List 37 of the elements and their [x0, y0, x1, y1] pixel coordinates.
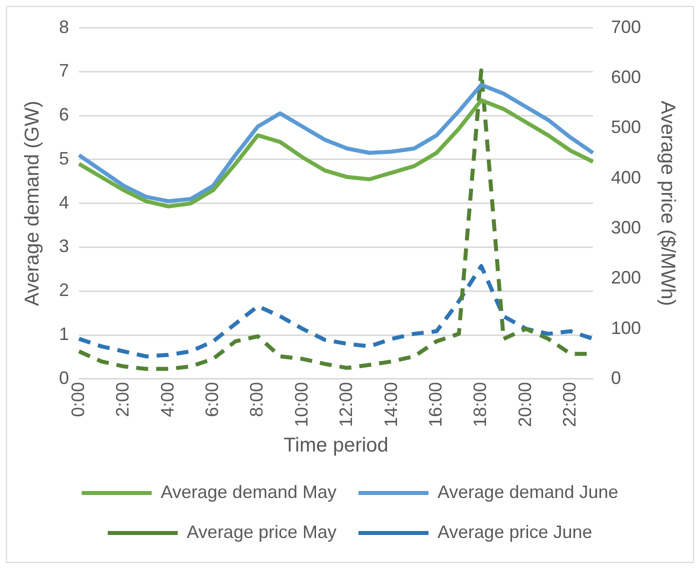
line-series	[77, 264, 595, 358]
x-tick-label: 16:00	[426, 382, 446, 428]
y2-tick-label: 700	[610, 16, 642, 37]
legend-label: Average price June	[437, 522, 592, 542]
x-tick-label: 12:00	[336, 382, 356, 428]
x-tick-label: 14:00	[380, 382, 401, 428]
x-tick-label: 10:00	[291, 382, 312, 428]
legend-label: Average demand May	[160, 482, 336, 502]
y-axis-title: Average demand (GW)	[22, 100, 44, 306]
y2-tick-label: 500	[610, 117, 642, 138]
y2-tick-label: 600	[610, 66, 642, 87]
y-tick-label: 5	[58, 148, 70, 168]
x-tick-label: 4:00	[157, 382, 178, 418]
y-tick-label: 2	[58, 280, 70, 300]
y-tick-label: 0	[58, 368, 70, 388]
y-tick-label: 8	[58, 16, 70, 37]
y-tick-label: 1	[58, 324, 70, 344]
x-tick-label: 6:00	[202, 382, 222, 418]
x-tick-label: 18:00	[470, 382, 490, 428]
x-tick-label: 2:00	[112, 382, 133, 418]
y-tick-label: 3	[58, 236, 70, 256]
y2-tick-label: 100	[610, 318, 642, 338]
y2-tick-label: 0	[610, 368, 621, 388]
x-axis-title: Time period	[284, 434, 388, 457]
y2-tick-label: 300	[610, 217, 642, 238]
legend-label: Average demand June	[437, 482, 618, 502]
x-tick-label: 22:00	[560, 382, 580, 428]
y-tick-label: 6	[58, 104, 70, 125]
y2-tick-label: 200	[610, 268, 642, 288]
y-tick-label: 7	[58, 60, 70, 81]
x-tick-label: 20:00	[514, 382, 535, 428]
y2-axis-title: Average price ($/MWh)	[656, 100, 678, 306]
x-tick-label: 0:00	[68, 382, 88, 418]
x-tick-label: 8:00	[246, 382, 267, 418]
y2-tick-label: 400	[610, 167, 642, 188]
legend-label: Average price May	[186, 522, 336, 542]
y-tick-label: 4	[58, 192, 70, 212]
